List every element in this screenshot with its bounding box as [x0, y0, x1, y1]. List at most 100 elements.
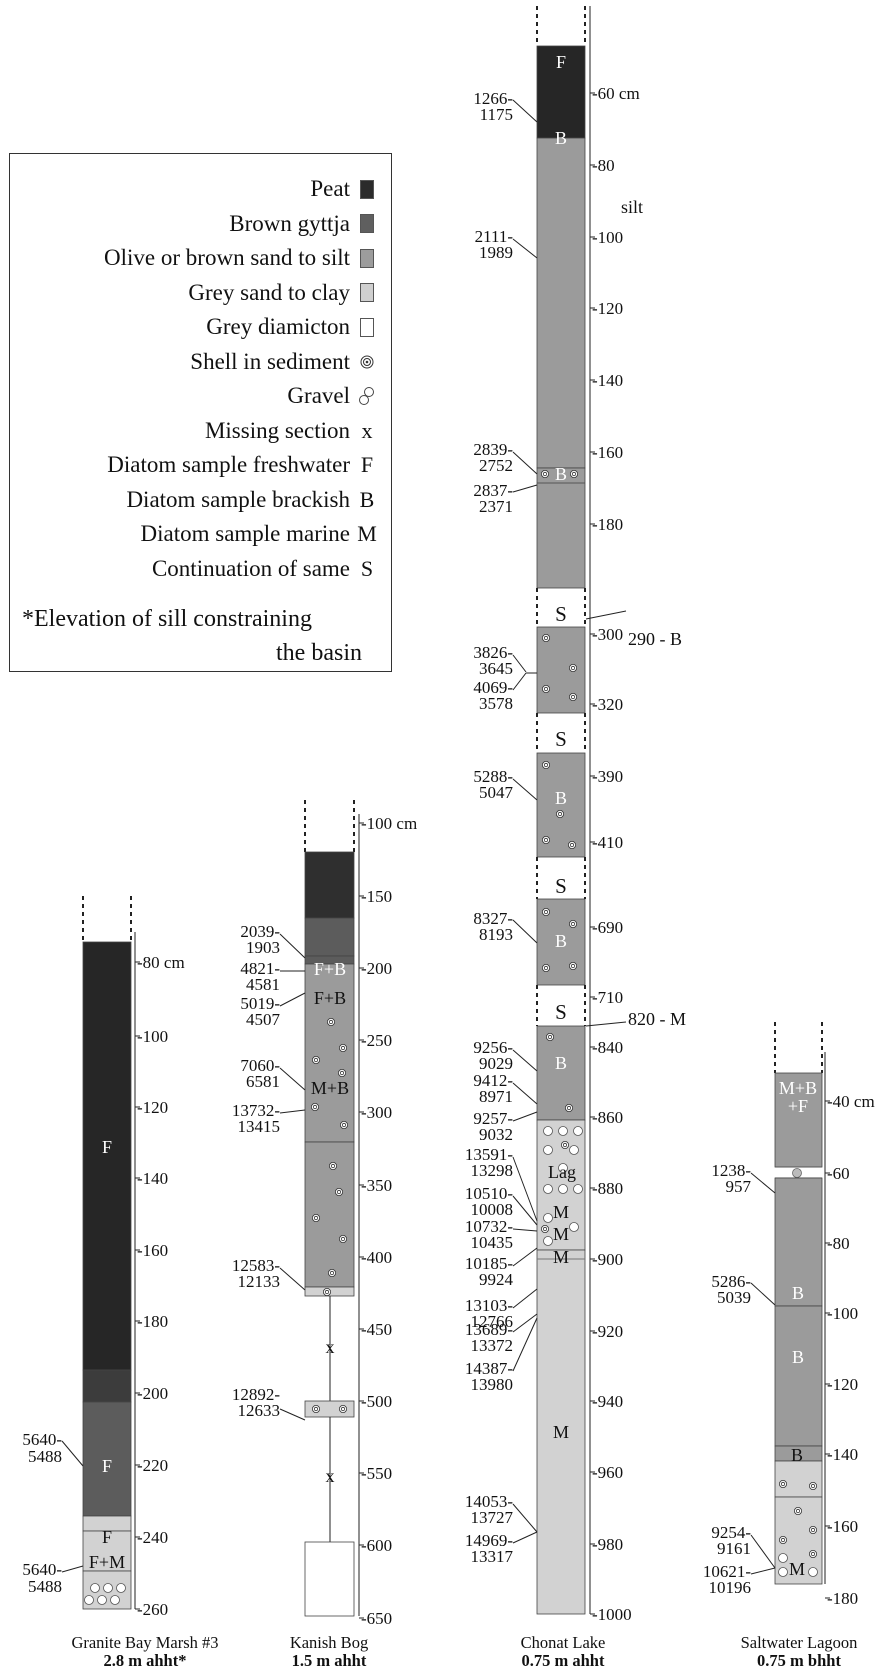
age-label: 2837-	[473, 481, 513, 500]
age-leader	[512, 654, 527, 673]
axis-tick-label: -220	[137, 1456, 168, 1475]
axis-tick-label: -260	[137, 1600, 168, 1619]
age-label: 13103-	[465, 1296, 514, 1315]
age-label: 1238-	[711, 1161, 751, 1180]
axis-tick-label: -140	[592, 371, 623, 390]
gravel-icon	[543, 1184, 553, 1194]
shell-icon-inner	[810, 1527, 816, 1533]
axis-tick-label: -690	[592, 918, 623, 937]
shell-icon-inner	[542, 471, 548, 477]
diatom-label-m: M	[789, 1559, 805, 1579]
age-label: 13732-	[232, 1101, 281, 1120]
shell-icon	[338, 1044, 347, 1053]
continuation-s: S	[555, 1000, 567, 1024]
shell-icon	[542, 634, 551, 643]
diatom-label-b: B	[791, 1445, 803, 1465]
axis-tick-label: -390	[592, 767, 623, 786]
legend-note-line2: the basin	[276, 640, 362, 666]
age-leader	[512, 1111, 538, 1122]
axis-tick-label: -300	[361, 1103, 392, 1122]
shell-icon-inner	[324, 1289, 330, 1295]
legend-note-line1: *Elevation of sill constraining	[22, 606, 312, 632]
shell-icon-inner	[795, 1508, 801, 1514]
diatom-label-m: M	[553, 1202, 569, 1222]
shell-icon-inner	[313, 1406, 319, 1412]
shell-icon	[779, 1536, 788, 1545]
shell-icon-inner	[571, 471, 577, 477]
peat-unit	[536, 45, 586, 139]
axis-tick-label: -710	[592, 988, 623, 1007]
age-leader	[512, 919, 538, 944]
age-label: 5019-	[240, 994, 280, 1013]
shell-icon	[310, 1103, 319, 1112]
diatom-label-b: B	[555, 464, 567, 484]
shell-icon-inner	[330, 1163, 336, 1169]
shell-icon	[311, 1405, 320, 1414]
axis-tick-label: -500	[361, 1392, 392, 1411]
shell-icon-inner	[557, 811, 563, 817]
shell-icon-inner	[336, 1189, 342, 1195]
axis-tick-label: -250	[361, 1031, 392, 1050]
silt-note: silt	[621, 197, 643, 217]
shell-icon-inner	[313, 1057, 319, 1063]
diatom-label-fm: F+M	[89, 1552, 125, 1572]
gravel-icon	[569, 1222, 579, 1232]
legend-item-label: Diatom sample marine	[140, 521, 351, 546]
age-label: 9254-	[711, 1523, 751, 1542]
legend-item-label: Diatom sample brackish	[126, 486, 350, 512]
shell-icon	[794, 1507, 803, 1516]
diatom-label-f: F	[102, 1137, 112, 1157]
diatom-label-f: +F	[788, 1096, 808, 1116]
legend-item-shell: Shell in sediment	[190, 347, 377, 377]
age-label: 10196	[709, 1578, 752, 1597]
diatom-label-mb: M+B	[311, 1078, 349, 1098]
legend-item-diamicton: Grey diamicton	[206, 312, 377, 342]
legend-item-text-f: Diatom sample freshwater F	[107, 450, 377, 480]
age-label: 12583-	[232, 1256, 281, 1275]
shell-icon-inner	[562, 1142, 568, 1148]
age-leader	[512, 1082, 538, 1105]
shell-icon	[809, 1550, 818, 1559]
shell-icon	[339, 1121, 348, 1130]
age-label: 5488	[28, 1447, 62, 1466]
continuation-s: S	[555, 874, 567, 898]
diatom-label-m: M	[553, 1247, 569, 1267]
shell-icon	[334, 1188, 343, 1197]
age-label: 12633	[238, 1401, 281, 1420]
age-leader	[512, 1288, 538, 1309]
shell-icon	[311, 1214, 320, 1223]
axis-tick-label: -180	[592, 515, 623, 534]
age-label: 1903	[246, 938, 280, 957]
shell-icon-inner	[542, 1226, 548, 1232]
age-label: 9412-	[473, 1071, 513, 1090]
axis-tick-label: -450	[361, 1320, 392, 1339]
sandsilt-unit	[536, 137, 586, 469]
age-leader	[585, 1021, 627, 1027]
shell-icon-inner	[543, 635, 549, 641]
axis-tick-label: -940	[592, 1392, 623, 1411]
gravel-icon	[97, 1595, 107, 1605]
shell-icon	[569, 664, 578, 673]
axis-tick-label: -200	[361, 959, 392, 978]
legend-swatch-gyttja	[357, 213, 377, 235]
diatom-label-b: B	[555, 1053, 567, 1073]
gravel-icon	[569, 1145, 579, 1155]
axis-tick-label: -920	[592, 1322, 623, 1341]
age-leader	[512, 1195, 538, 1226]
legend-symbol-m: M	[357, 521, 377, 546]
axis-tick-label: -880	[592, 1179, 623, 1198]
shell-icon-inner	[543, 837, 549, 843]
axis-tick-label: -550	[361, 1464, 392, 1483]
shell-icon-inner	[543, 909, 549, 915]
legend-item-sandsilt: Olive or brown sand to silt	[104, 243, 377, 273]
shell-icon	[570, 469, 579, 478]
legend-item-label: Gravel	[287, 383, 350, 408]
missing-section-x: x	[326, 1337, 335, 1357]
sandsilt-unit	[774, 1177, 823, 1307]
diatom-label-b: B	[555, 788, 567, 808]
axis-tick-label: -840	[592, 1038, 623, 1057]
age-label: 13298	[471, 1161, 514, 1180]
axis-tick-label: -60	[827, 1164, 850, 1183]
shell-icon-inner	[780, 1537, 786, 1543]
